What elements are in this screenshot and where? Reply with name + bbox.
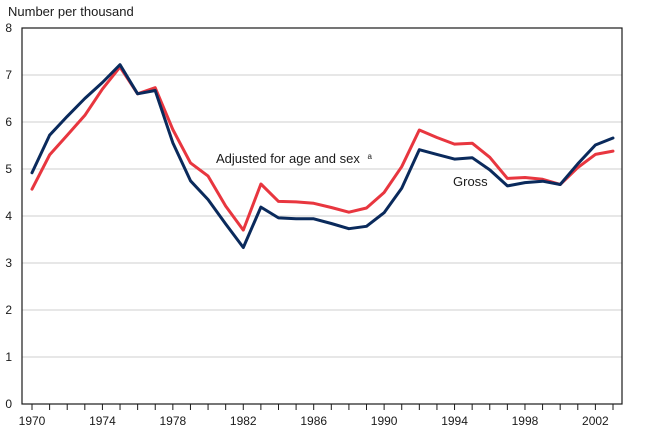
plot-frame <box>21 27 623 405</box>
y-tick-label: 4 <box>5 209 12 223</box>
x-tick-labels: 1970 1974 1978 1982 1986 1990 1994 1998 2002 <box>19 414 609 428</box>
x-tick-label: 1998 <box>512 414 539 428</box>
annotation-adjusted-superscript: a <box>367 152 372 161</box>
x-tick-label: 1986 <box>300 414 327 428</box>
y-axis-label: Number per thousand <box>8 4 134 19</box>
gridlines <box>22 74 622 358</box>
y-tick-label: 6 <box>5 115 12 129</box>
axes <box>21 27 623 410</box>
annotation-adjusted: Adjusted for age and sex a <box>216 151 372 166</box>
x-tick-label: 1970 <box>19 414 46 428</box>
y-tick-label: 5 <box>5 162 12 176</box>
series-line-gross <box>30 63 615 249</box>
y-tick-labels: 0 1 2 3 4 5 6 7 8 <box>5 21 12 411</box>
series-lines <box>30 63 615 249</box>
x-tick-label: 1990 <box>371 414 398 428</box>
y-tick-label: 8 <box>5 21 12 35</box>
series-line-adjusted <box>30 65 615 232</box>
x-tick-label: 1974 <box>89 414 116 428</box>
x-tick-label: 2002 <box>582 414 609 428</box>
y-tick-label: 3 <box>5 256 12 270</box>
y-tick-label: 7 <box>5 68 12 82</box>
x-tick-label: 1978 <box>159 414 186 428</box>
y-tick-label: 0 <box>5 397 12 411</box>
annotation-adjusted-text: Adjusted for age and sex <box>216 151 360 166</box>
y-tick-label: 2 <box>5 303 12 317</box>
y-tick-label: 1 <box>5 350 12 364</box>
x-tick-label: 1982 <box>230 414 257 428</box>
annotation-gross: Gross <box>453 174 488 189</box>
x-tick-label: 1994 <box>441 414 468 428</box>
